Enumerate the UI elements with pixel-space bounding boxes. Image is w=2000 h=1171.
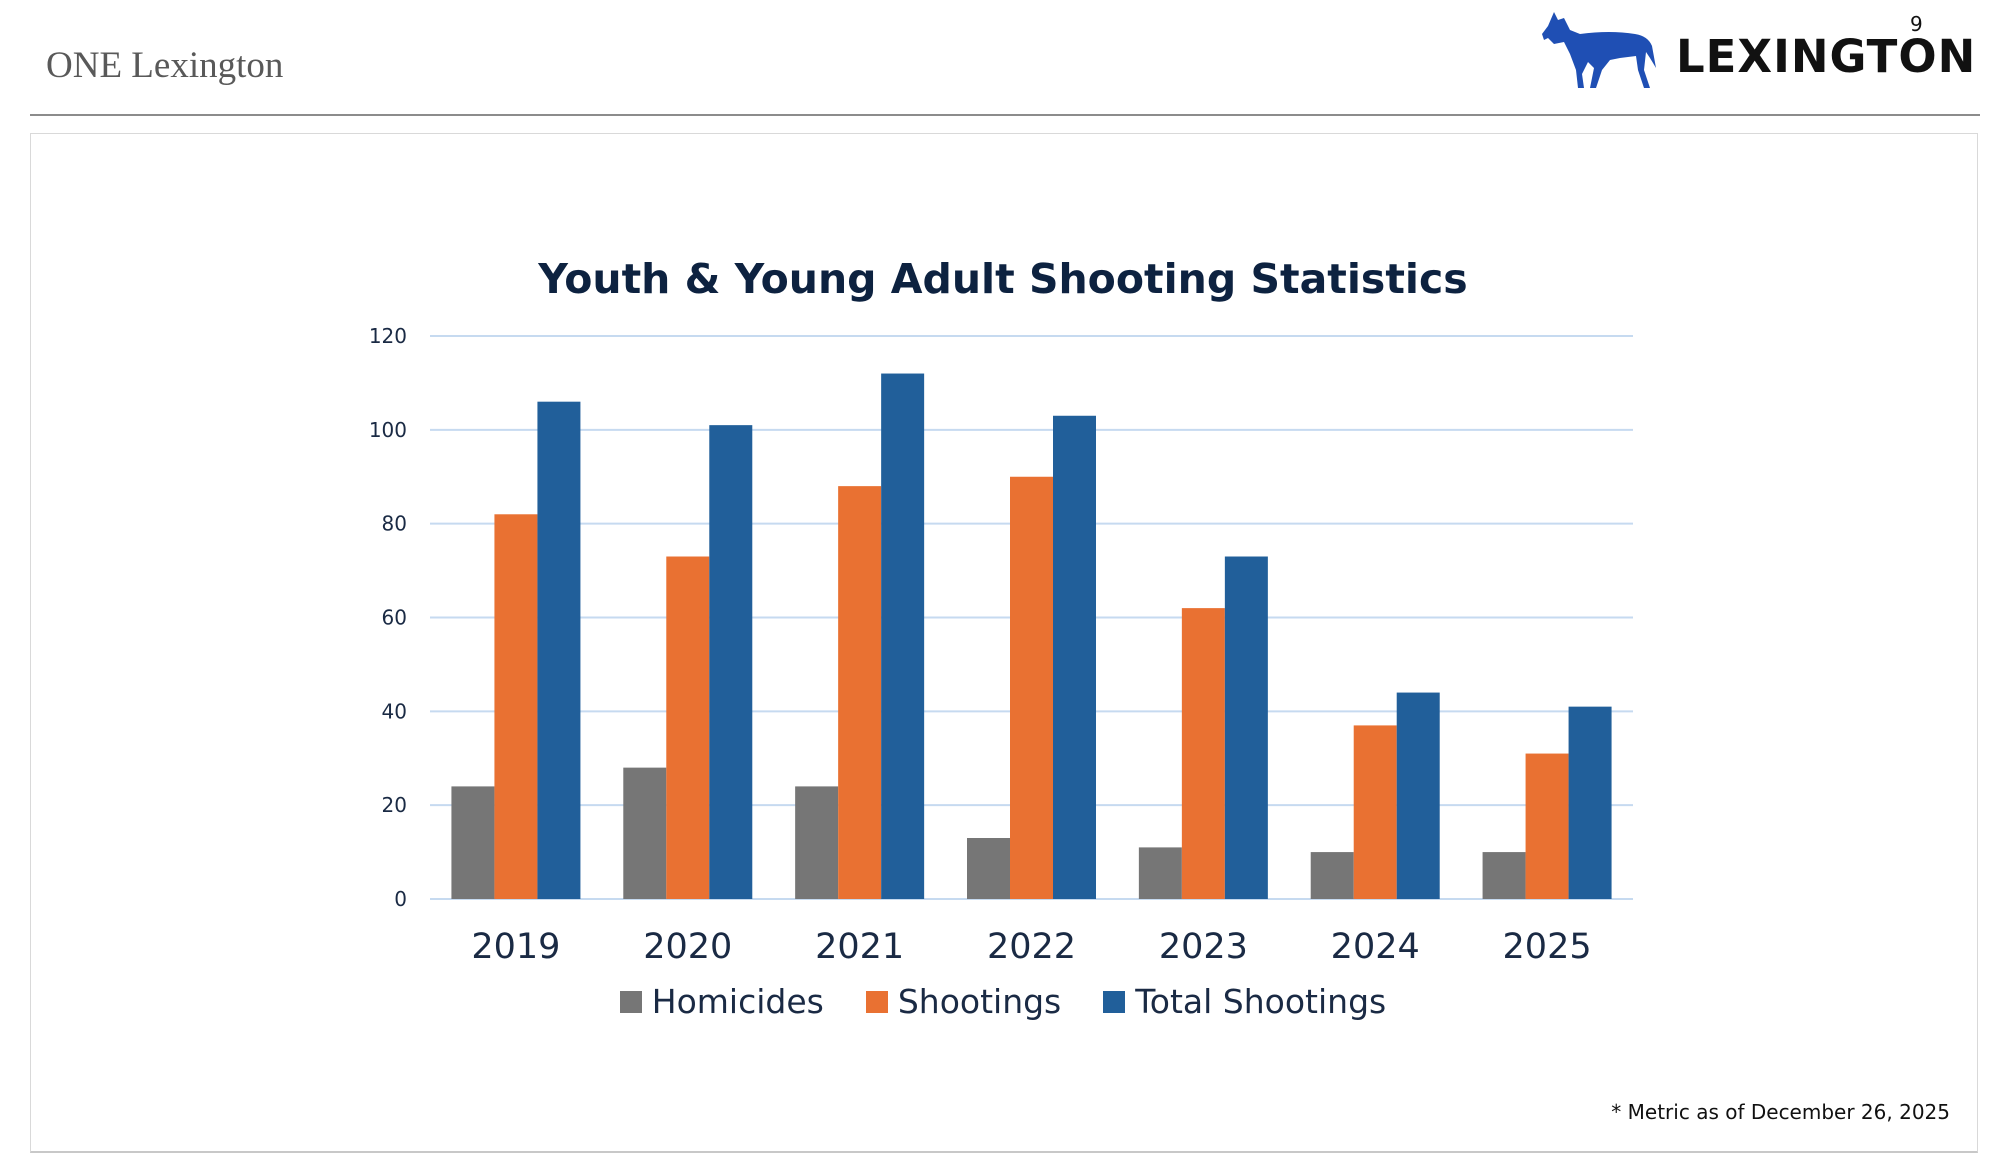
bar-homicides	[1482, 852, 1526, 899]
bar-total-shootings	[1568, 706, 1612, 899]
bar-shootings	[838, 486, 882, 899]
bar-homicides	[451, 786, 495, 899]
x-tick-label: 2025	[1503, 927, 1592, 967]
bar-total-shootings	[1396, 692, 1440, 899]
legend-swatch	[619, 990, 642, 1013]
bar-total-shootings	[537, 401, 581, 899]
bar-homicides	[967, 838, 1010, 899]
y-tick-label: 100	[369, 418, 407, 442]
y-tick-label: 20	[382, 793, 407, 817]
y-tick-label: 80	[382, 512, 407, 536]
bar-shootings	[1525, 753, 1569, 899]
bar-shootings	[666, 556, 710, 899]
legend-swatch	[865, 990, 888, 1013]
y-tick-label: 120	[369, 324, 407, 348]
chart-panel	[30, 133, 1978, 1153]
legend-item-total-shootings: Total Shootings	[1103, 982, 1386, 1021]
bar-total-shootings	[1053, 415, 1096, 899]
page-number: 9	[1910, 12, 1923, 36]
bar-homicides	[1138, 847, 1182, 899]
bar-total-shootings	[1224, 556, 1268, 899]
bar-shootings	[1181, 608, 1225, 899]
x-tick-label: 2023	[1159, 927, 1248, 967]
bar-total-shootings	[709, 425, 753, 899]
legend-label: Homicides	[651, 982, 824, 1021]
chart-title: Youth & Young Adult Shooting Statistics	[538, 255, 1468, 303]
x-tick-label: 2022	[987, 927, 1076, 967]
bar-total-shootings	[881, 373, 925, 899]
footnote: * Metric as of December 26, 2025	[1611, 1100, 1950, 1124]
bar-homicides	[1310, 852, 1354, 899]
y-tick-label: 60	[382, 606, 407, 630]
horse-logo-icon	[1540, 8, 1660, 97]
bar-shootings	[1353, 725, 1397, 899]
brand-title: ONE Lexington	[46, 45, 284, 86]
bar-homicides	[623, 767, 667, 899]
bar-shootings	[1010, 476, 1053, 899]
legend-swatch	[1103, 990, 1126, 1013]
bar-shootings	[494, 514, 538, 899]
logo-text: LEXINGTON	[1676, 30, 1977, 83]
legend-label: Shootings	[897, 982, 1062, 1021]
x-tick-label: 2021	[815, 927, 904, 967]
bar-homicides	[795, 786, 839, 899]
chart-legend: Homicides Shootings Total Shootings	[0, 982, 2000, 1021]
header-divider	[30, 114, 1980, 116]
legend-item-shootings: Shootings	[865, 982, 1062, 1021]
y-tick-label: 40	[382, 699, 407, 723]
legend-item-homicides: Homicides	[619, 982, 824, 1021]
x-tick-label: 2020	[643, 927, 732, 967]
legend-label: Total Shootings	[1135, 982, 1387, 1021]
y-tick-label: 0	[394, 887, 407, 911]
x-tick-label: 2019	[471, 927, 560, 967]
x-tick-label: 2024	[1331, 927, 1420, 967]
